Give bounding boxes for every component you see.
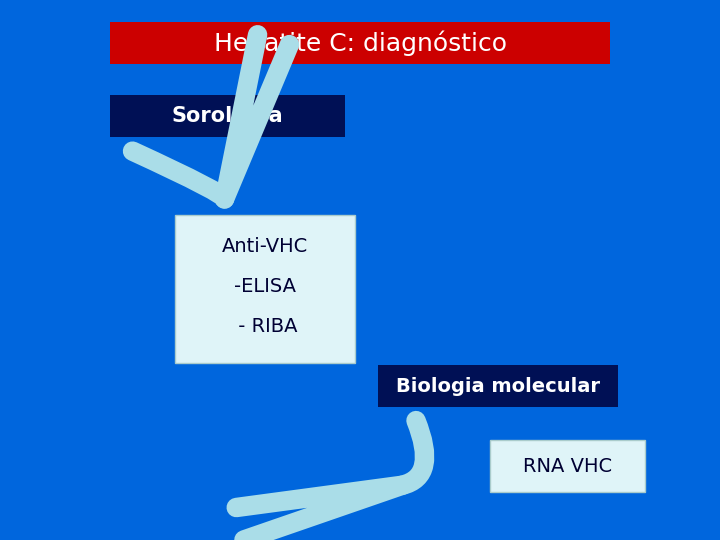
Text: - RIBA: - RIBA	[233, 318, 298, 336]
Text: Anti-VHC: Anti-VHC	[222, 238, 308, 256]
Text: -ELISA: -ELISA	[234, 278, 296, 296]
Text: RNA VHC: RNA VHC	[523, 456, 612, 476]
FancyBboxPatch shape	[378, 365, 618, 407]
FancyBboxPatch shape	[490, 440, 645, 492]
Text: Biologia molecular: Biologia molecular	[396, 376, 600, 395]
Text: Sorologia: Sorologia	[171, 106, 283, 126]
FancyBboxPatch shape	[175, 215, 355, 363]
Text: Hepatite C: diagnóstico: Hepatite C: diagnóstico	[214, 30, 506, 56]
FancyBboxPatch shape	[110, 95, 345, 137]
FancyBboxPatch shape	[110, 22, 610, 64]
